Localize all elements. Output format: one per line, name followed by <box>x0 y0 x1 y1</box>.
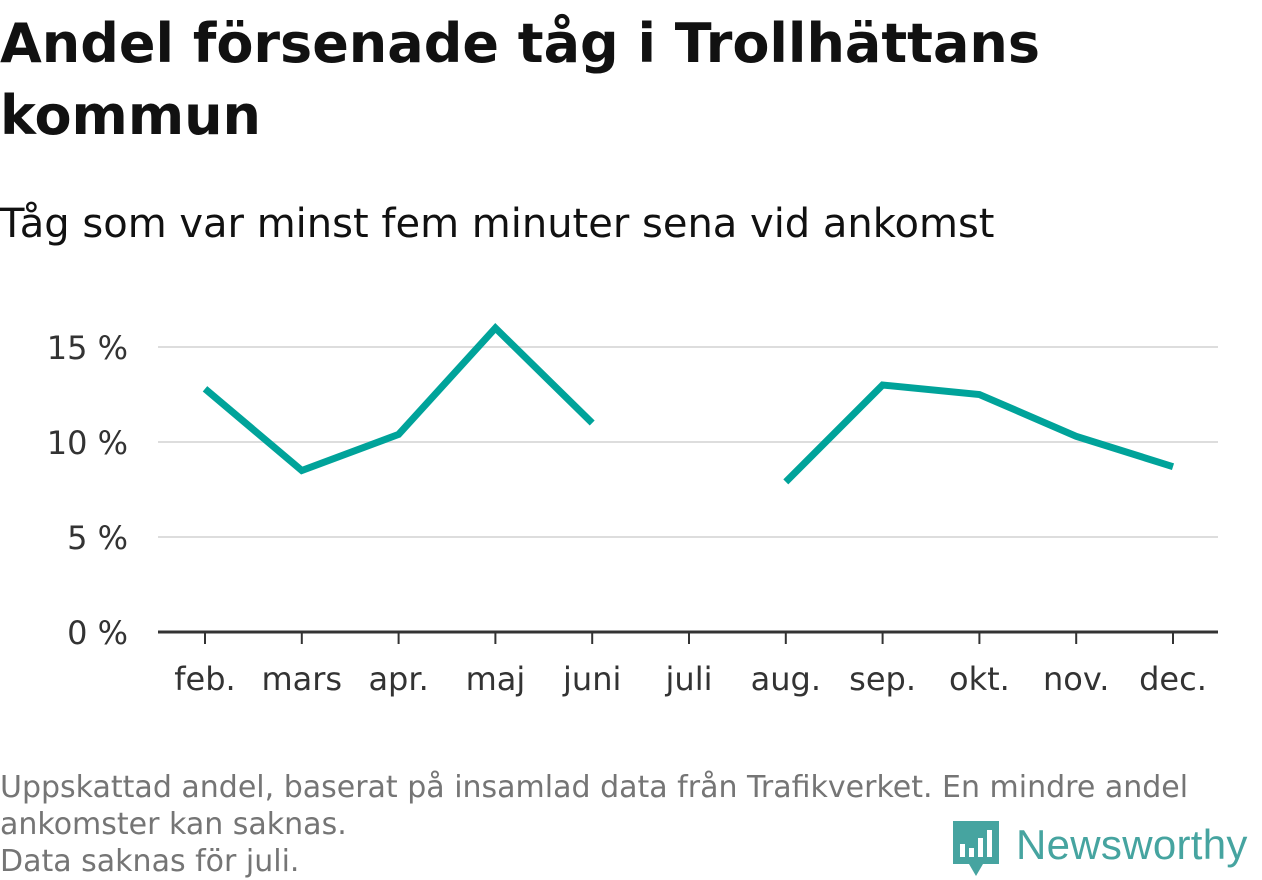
y-tick-label: 5 % <box>67 519 128 557</box>
x-tick-label: apr. <box>368 660 428 698</box>
footnote-line-3: Data saknas för juli. <box>0 844 300 879</box>
x-tick-label: dec. <box>1139 660 1207 698</box>
series-line-segment <box>202 322 595 475</box>
series-line-segment <box>783 381 1175 485</box>
series-lines <box>202 322 1175 485</box>
x-tick-label: maj <box>466 660 526 698</box>
x-tick-label: nov. <box>1043 660 1109 698</box>
x-tick-label: aug. <box>751 660 821 698</box>
x-tick-label: feb. <box>174 660 235 698</box>
chart-subtitle: Tåg som var minst fem minuter sena vid a… <box>0 201 995 247</box>
y-tick-label: 15 % <box>47 329 128 367</box>
y-tick-label: 0 % <box>67 614 128 652</box>
x-tick-label: juni <box>562 660 621 698</box>
bar-chart-speech-bubble-icon <box>953 821 999 876</box>
x-tick-label: sep. <box>849 660 916 698</box>
y-tick-label: 10 % <box>47 424 128 462</box>
chart-title: Andel försenade tåg i Trollhättans kommu… <box>0 12 1040 147</box>
newsworthy-logo: Newsworthy <box>950 818 1248 880</box>
footnote: Uppskattad andel, baserat på insamlad da… <box>0 769 1250 880</box>
footnote-line-2: ankomster kan saknas. <box>0 807 347 842</box>
x-tick-label: mars <box>261 660 342 698</box>
brand-name: Newsworthy <box>1016 821 1248 868</box>
y-axis-tick-labels: 0 % 5 % 10 % 15 % <box>47 329 128 652</box>
x-axis: feb. mars apr. maj juni juli aug. sep. okt. nov. d… <box>158 630 1218 698</box>
footnote-line-1: Uppskattad andel, baserat på insamlad da… <box>0 770 1189 805</box>
x-tick-label: okt. <box>949 660 1010 698</box>
x-tick-label: juli <box>665 660 713 698</box>
gridlines <box>158 346 1218 538</box>
